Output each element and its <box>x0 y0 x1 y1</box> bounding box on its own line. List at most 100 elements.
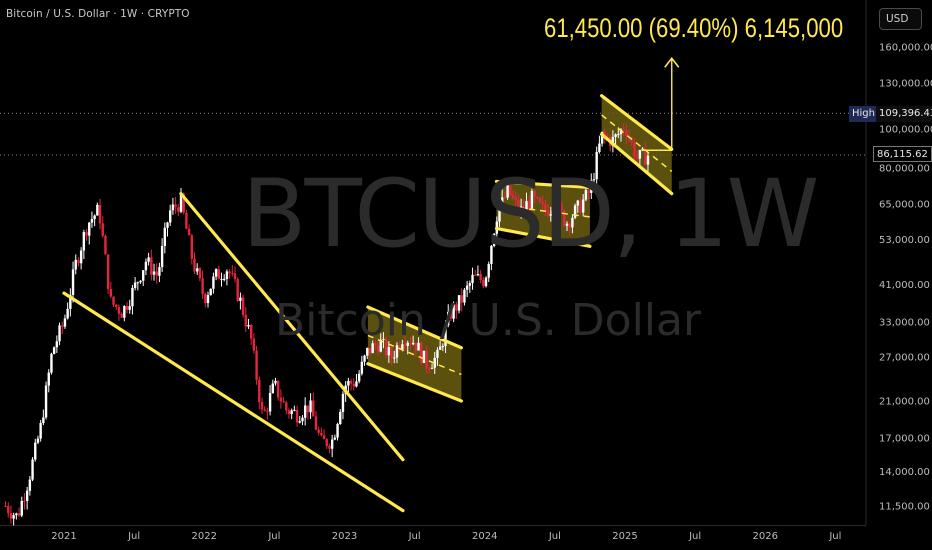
current-price-label: 86,115.62 <box>873 146 932 162</box>
candle-body <box>352 383 355 387</box>
candle-body <box>285 402 288 411</box>
candle-body <box>142 270 145 281</box>
candle-body <box>528 200 531 209</box>
candle-body <box>255 350 258 380</box>
candle-body <box>376 345 380 352</box>
price-axis-tick-6: 41,000.00 <box>879 280 930 291</box>
candle-body <box>584 189 588 200</box>
candle-body <box>533 190 536 198</box>
candle-body <box>438 346 442 350</box>
candle-body <box>36 438 40 443</box>
price-axis-tick-1: 130,000.00 <box>879 79 932 90</box>
candle-body <box>160 245 164 268</box>
high-marker-label: High <box>849 106 878 122</box>
candle-body <box>201 278 204 294</box>
candle-body <box>320 432 323 436</box>
candle-body <box>139 280 142 283</box>
candle-body <box>131 287 134 307</box>
price-axis-tick-9: 21,000.00 <box>879 397 930 408</box>
candle-body <box>393 357 396 359</box>
candle-body <box>603 131 606 136</box>
currency-button[interactable]: USD <box>879 8 922 30</box>
candle-body <box>552 213 555 215</box>
candle-body <box>317 429 320 433</box>
channel-upper-1 <box>494 179 592 190</box>
candle-body <box>638 150 642 159</box>
time-axis-tick-4: 2023 <box>332 531 357 542</box>
trendline-1 <box>179 192 405 462</box>
candle-body <box>236 279 239 301</box>
candle-body <box>449 311 453 319</box>
candle-body <box>120 313 123 318</box>
candle-body <box>382 338 385 340</box>
candle-body <box>31 459 34 480</box>
candle-body <box>209 288 212 296</box>
candle-body <box>476 274 480 276</box>
candle-body <box>479 274 482 280</box>
candle-body <box>568 223 571 228</box>
measure-label: 61,450.00 (69.40%) 6,145,000 <box>544 13 844 43</box>
trendline-0 <box>62 291 405 513</box>
candle-body <box>144 261 148 271</box>
candle-body <box>336 423 339 438</box>
candle-body <box>511 195 515 198</box>
candle-body <box>204 293 207 304</box>
candle-body <box>79 250 83 264</box>
candle-body <box>549 213 552 216</box>
candle-body <box>614 134 617 137</box>
candle-body <box>90 219 94 223</box>
candle-body <box>71 269 75 295</box>
candle-body <box>298 421 301 423</box>
time-axis-tick-1: Jul <box>127 531 140 542</box>
symbol-title: Bitcoin / U.S. Dollar · 1W · CRYPTO <box>6 8 190 20</box>
candle-body <box>287 410 291 414</box>
candle-body <box>42 417 45 424</box>
price-axis-tick-2: 100,000.00 <box>879 124 932 135</box>
candle-body <box>330 439 334 449</box>
candle-body <box>646 155 650 165</box>
candle-body <box>598 143 601 152</box>
candle-body <box>306 405 310 413</box>
candle-body <box>239 297 242 301</box>
candle-body <box>279 397 283 402</box>
candle-body <box>50 353 53 373</box>
candle-body <box>247 324 250 327</box>
candle-body <box>492 233 496 246</box>
candle-body <box>635 157 639 159</box>
candle-body <box>514 197 517 200</box>
candle-body <box>312 400 315 417</box>
projection-arrow-head <box>664 56 680 68</box>
candle-body <box>4 506 7 507</box>
candle-body <box>185 212 188 229</box>
candle-body <box>244 314 247 327</box>
channel-fill-2 <box>601 95 672 194</box>
candle-body <box>422 350 426 363</box>
candle-body <box>82 232 86 251</box>
candle-body <box>487 263 490 278</box>
candle-body <box>563 210 566 226</box>
candle-body <box>217 269 220 280</box>
candle-body <box>339 411 342 424</box>
candle-body <box>301 417 304 422</box>
candle-body <box>457 295 461 311</box>
candle-body <box>258 379 261 402</box>
candle-body <box>150 257 153 275</box>
candle-body <box>268 393 272 412</box>
candle-body <box>560 204 563 211</box>
candle-body <box>644 148 647 165</box>
candle-body <box>117 307 121 314</box>
channel-fill-0 <box>367 307 462 402</box>
candle-body <box>390 347 393 359</box>
candle-body <box>155 271 158 276</box>
candle-body <box>96 204 99 216</box>
candle-body <box>474 274 477 276</box>
candle-body <box>414 342 418 351</box>
watermark-name: Bitcoin / U.S. Dollar <box>275 295 702 346</box>
candle-body <box>544 204 547 211</box>
candle-body <box>61 325 64 327</box>
candle-body <box>363 355 366 362</box>
candle-body <box>536 197 539 199</box>
candle-body <box>571 217 574 228</box>
